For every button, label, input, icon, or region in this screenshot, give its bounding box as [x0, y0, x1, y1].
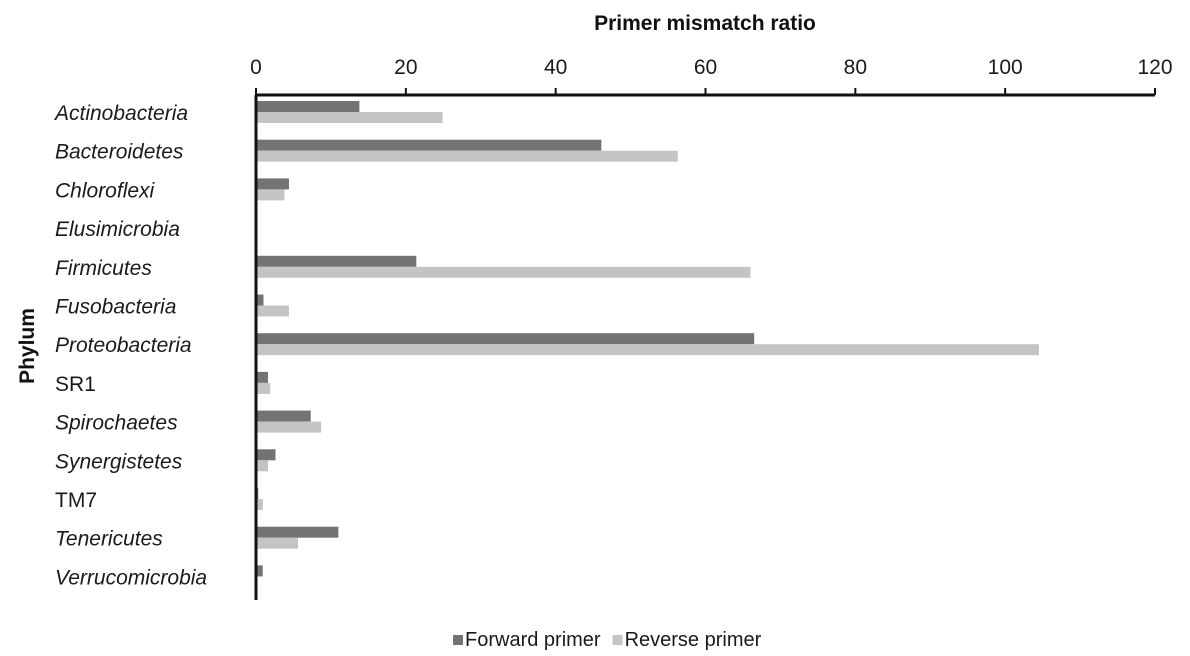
category-label: TM7: [55, 489, 97, 512]
x-tick-label: 120: [1137, 56, 1172, 79]
x-axis-ticks: 0 20 40 60 80 100 120: [250, 56, 1173, 95]
forward-primer-bar: [256, 371, 268, 383]
reverse-primer-bar: [256, 537, 298, 549]
forward-primer-bar: [256, 526, 339, 538]
forward-primer-bar: [256, 565, 263, 577]
forward-primer-bar: [256, 139, 602, 151]
reverse-primer-legend-swatch: [612, 635, 623, 645]
forward-primer-bar: [256, 255, 417, 267]
reverse-primer-bar: [256, 305, 289, 317]
x-tick-label: 40: [544, 56, 567, 79]
category-label: Tenericutes: [55, 528, 163, 551]
forward-primer-legend-swatch: [453, 635, 463, 645]
forward-primer-legend-label: Forward primer: [465, 629, 601, 651]
category-label: Verrucomicrobia: [55, 566, 207, 589]
reverse-primer-bar: [256, 382, 271, 394]
forward-primer-bar: [256, 333, 755, 345]
x-tick-label: 20: [394, 56, 417, 79]
category-label: Synergistetes: [55, 450, 183, 473]
reverse-primer-bar: [256, 499, 263, 510]
axes: [254, 93, 1155, 600]
category-label: SR1: [55, 373, 96, 396]
category-label: Chloroflexi: [55, 179, 156, 202]
category-label: Elusimicrobia: [55, 218, 180, 241]
bars-group: [256, 101, 1039, 577]
reverse-primer-bar: [256, 421, 322, 433]
legend: Forward primer Reverse primer: [453, 629, 762, 651]
x-tick-label: 0: [250, 56, 262, 79]
reverse-primer-bar: [256, 150, 678, 162]
reverse-primer-bar: [256, 344, 1039, 356]
x-tick-label: 80: [844, 56, 867, 79]
forward-primer-bar: [256, 449, 276, 461]
x-tick-label: 100: [988, 56, 1023, 79]
reverse-primer-bar: [256, 266, 751, 278]
category-labels: Actinobacteria Bacteroidetes Chloroflexi El…: [53, 102, 207, 589]
category-label: Actinobacteria: [53, 102, 188, 125]
x-tick-label: 60: [694, 56, 717, 79]
category-label: Fusobacteria: [55, 296, 176, 319]
reverse-primer-bar: [256, 460, 268, 472]
category-label: Bacteroidetes: [55, 141, 184, 164]
forward-primer-bar: [256, 294, 264, 306]
reverse-primer-legend-label: Reverse primer: [625, 629, 762, 651]
forward-primer-bar: [256, 410, 311, 422]
category-label: Firmicutes: [55, 257, 152, 280]
forward-primer-bar: [256, 178, 289, 190]
y-axis-title: Phylum: [16, 308, 39, 384]
x-axis-title: Primer mismatch ratio: [594, 12, 816, 35]
forward-primer-bar: [256, 101, 360, 112]
reverse-primer-bar: [256, 189, 285, 201]
category-label: Spirochaetes: [55, 412, 178, 435]
category-label: Proteobacteria: [55, 334, 192, 357]
reverse-primer-bar: [256, 112, 443, 123]
